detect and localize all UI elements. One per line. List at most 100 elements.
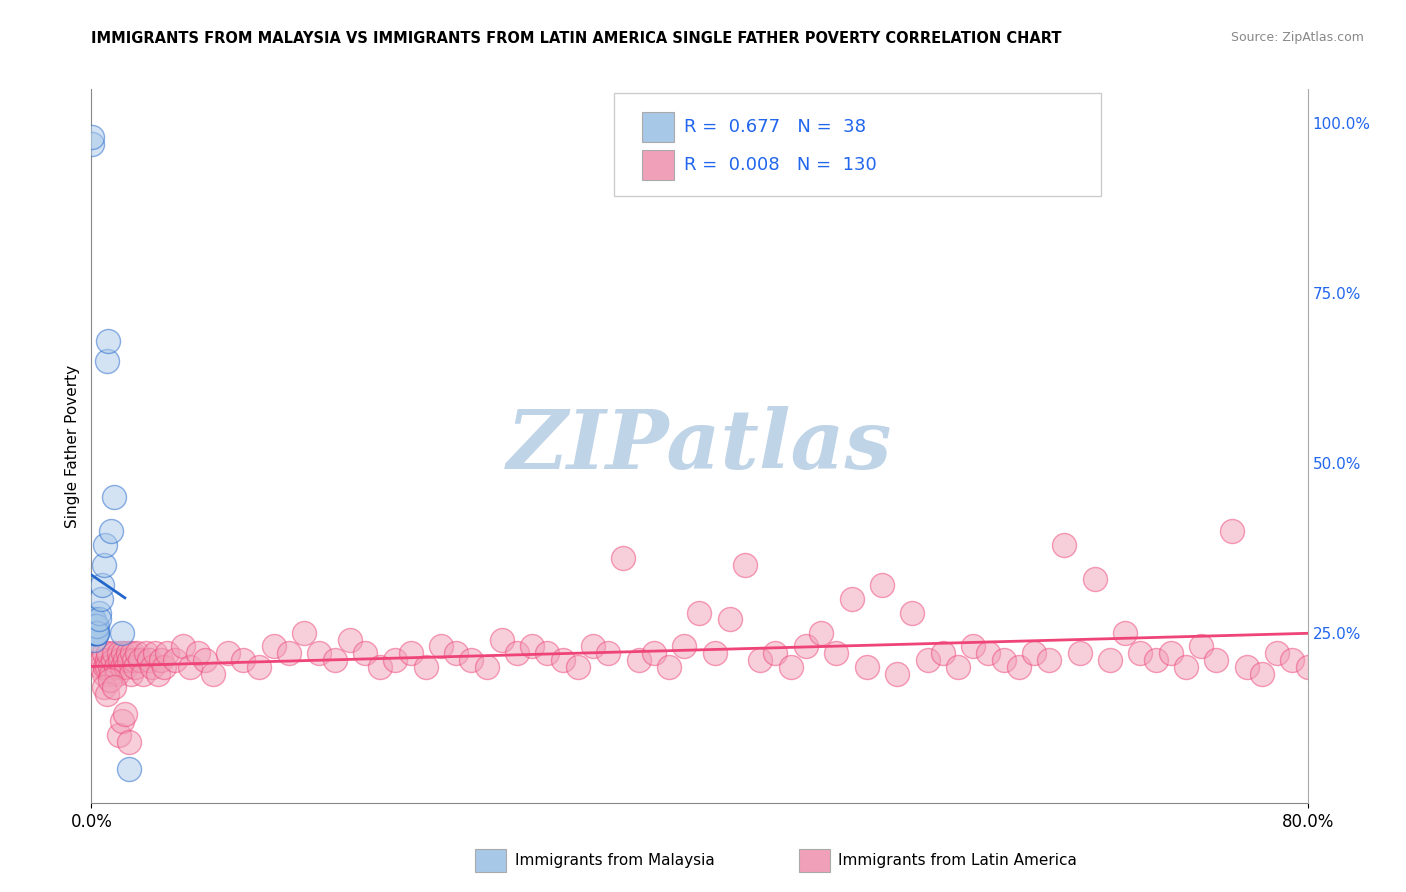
Point [263, 640, 285, 654]
Point [94, 537, 117, 551]
Text: Source: ZipAtlas.com: Source: ZipAtlas.com [1230, 31, 1364, 45]
Point [107, 646, 129, 660]
Point [962, 640, 984, 654]
Point [247, 660, 270, 674]
Point [100, 524, 122, 538]
Point [132, 666, 155, 681]
Point [977, 646, 1000, 660]
Point [444, 646, 467, 660]
Point [567, 660, 589, 674]
Point [129, 653, 152, 667]
Text: Immigrants from Latin America: Immigrants from Latin America [838, 854, 1077, 868]
Point [91, 653, 114, 667]
Point [111, 714, 134, 729]
Y-axis label: Single Father Poverty: Single Father Poverty [65, 365, 80, 527]
Text: R =  0.677   N =  38: R = 0.677 N = 38 [683, 118, 866, 136]
Point [855, 660, 877, 674]
Text: Immigrants from Malaysia: Immigrants from Malaysia [515, 854, 714, 868]
Point [1038, 653, 1060, 667]
Point [841, 591, 863, 606]
Point [112, 646, 135, 660]
Point [163, 653, 186, 667]
Point [1236, 660, 1258, 674]
Point [202, 666, 225, 681]
Point [93, 680, 115, 694]
Point [308, 646, 330, 660]
Point [83, 626, 105, 640]
Point [993, 653, 1015, 667]
Point [82, 612, 104, 626]
Point [96, 687, 118, 701]
Point [91, 578, 114, 592]
Point [1251, 666, 1274, 681]
Point [194, 653, 217, 667]
Point [734, 558, 756, 572]
Point [368, 660, 391, 674]
Point [232, 653, 254, 667]
Point [107, 728, 129, 742]
Point [1129, 646, 1152, 660]
Point [96, 354, 118, 368]
FancyBboxPatch shape [614, 93, 1101, 196]
Point [354, 646, 377, 660]
Point [122, 653, 145, 667]
Point [491, 632, 513, 647]
Point [156, 646, 179, 660]
Point [150, 653, 173, 667]
Point [323, 653, 346, 667]
Point [475, 660, 498, 674]
Point [1144, 653, 1167, 667]
Point [93, 666, 115, 681]
Point [582, 640, 605, 654]
Point [83, 619, 105, 633]
Point [114, 653, 136, 667]
Point [1189, 640, 1212, 654]
Point [153, 660, 176, 674]
Point [148, 666, 170, 681]
Point [86, 619, 108, 633]
Point [96, 660, 118, 674]
Point [1205, 653, 1227, 667]
Point [430, 640, 453, 654]
Point [522, 640, 544, 654]
Point [612, 551, 634, 566]
Point [97, 646, 120, 660]
Point [688, 606, 710, 620]
Point [138, 653, 160, 667]
Point [179, 660, 201, 674]
Point [105, 666, 128, 681]
Point [627, 653, 650, 667]
Point [103, 680, 125, 694]
Point [135, 646, 157, 660]
Point [82, 626, 104, 640]
Point [765, 646, 787, 660]
Point [111, 626, 134, 640]
Point [111, 660, 134, 674]
Point [931, 646, 953, 660]
Text: IMMIGRANTS FROM MALAYSIA VS IMMIGRANTS FROM LATIN AMERICA SINGLE FATHER POVERTY : IMMIGRANTS FROM MALAYSIA VS IMMIGRANTS F… [91, 31, 1062, 46]
Point [82, 612, 104, 626]
Point [86, 626, 108, 640]
Point [901, 606, 924, 620]
Point [1084, 572, 1107, 586]
Point [598, 646, 620, 660]
Point [117, 646, 139, 660]
Point [101, 653, 124, 667]
FancyBboxPatch shape [643, 150, 673, 180]
Point [82, 136, 104, 151]
Point [93, 646, 115, 660]
Point [118, 762, 141, 776]
Point [82, 626, 104, 640]
Point [115, 660, 138, 674]
Point [825, 646, 848, 660]
Point [84, 626, 107, 640]
Point [886, 666, 908, 681]
Point [82, 129, 104, 144]
Point [794, 640, 817, 654]
Point [124, 660, 146, 674]
Point [384, 653, 406, 667]
Point [551, 653, 574, 667]
Point [172, 640, 194, 654]
Point [98, 660, 121, 674]
Point [125, 646, 148, 660]
